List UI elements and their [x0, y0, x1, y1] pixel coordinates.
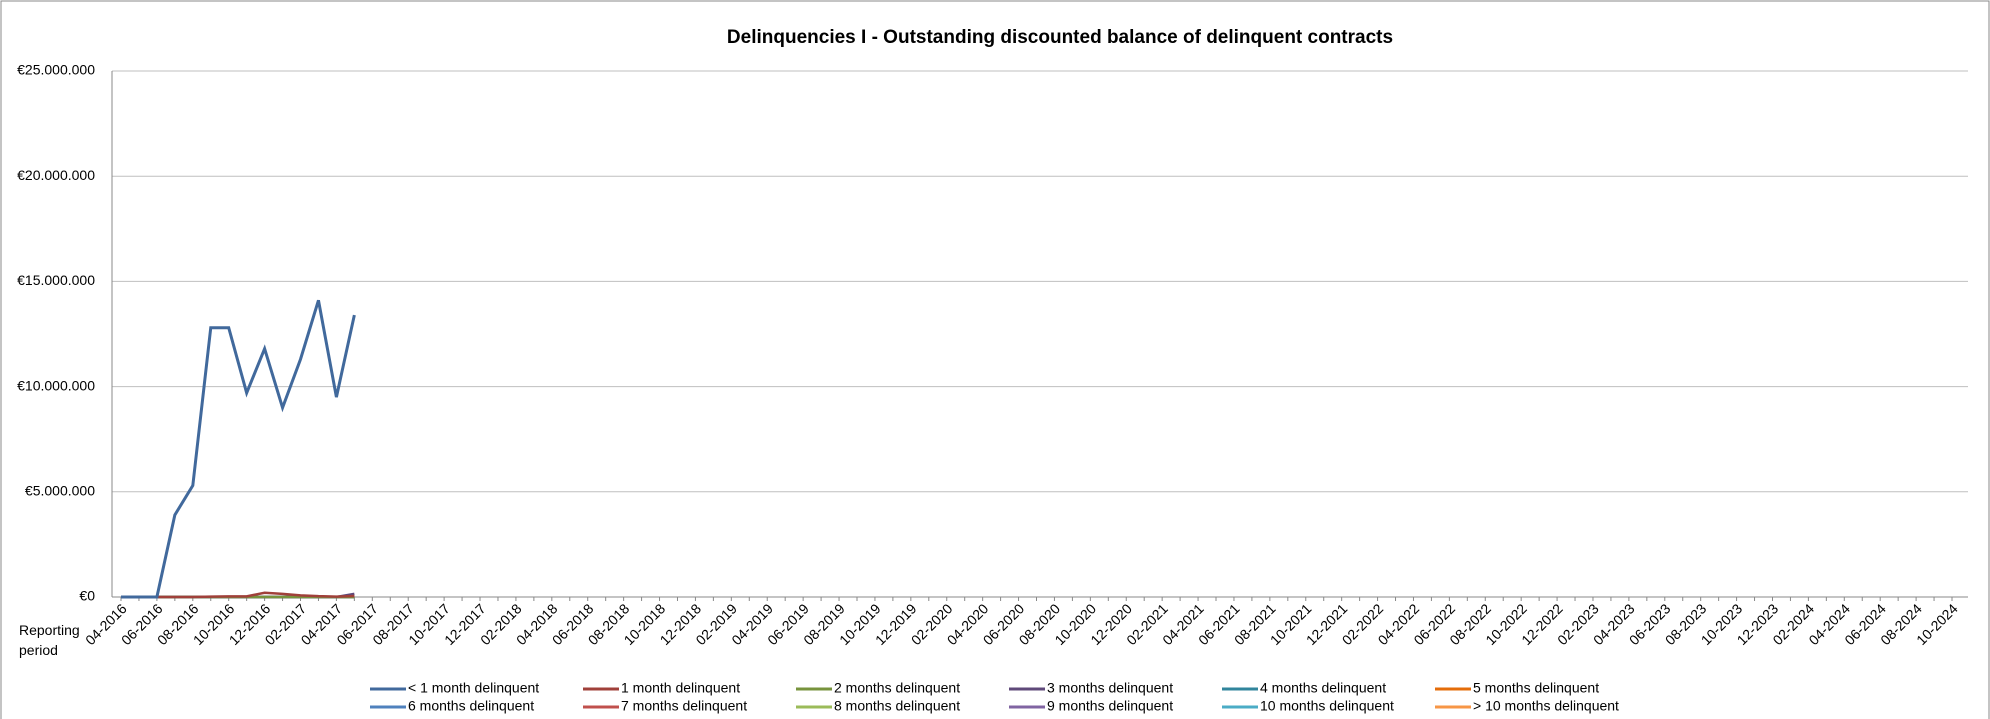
legend-label: 9 months delinquent [1047, 698, 1173, 714]
y-tick-label: €25.000.000 [17, 62, 95, 78]
series-line [121, 299, 356, 599]
legend-label: 2 months delinquent [834, 680, 960, 696]
legend-label: 3 months delinquent [1047, 680, 1173, 696]
legend-label: 6 months delinquent [408, 698, 534, 714]
legend-label: < 1 month delinquent [408, 680, 539, 696]
legend-label: 7 months delinquent [621, 698, 747, 714]
x-axis-label: Reporting period [19, 622, 80, 658]
chart-title: Delinquencies I - Outstanding discounted… [727, 27, 1393, 48]
y-tick-label: €10.000.000 [17, 377, 95, 393]
legend-label: 4 months delinquent [1260, 680, 1386, 696]
y-tick-label: €20.000.000 [17, 167, 95, 183]
y-tick-label: €15.000.000 [17, 272, 95, 288]
y-tick-label: €5.000.000 [25, 483, 95, 499]
legend-label: 1 month delinquent [621, 680, 740, 696]
legend-label: 10 months delinquent [1260, 698, 1394, 714]
legend-label: 8 months delinquent [834, 698, 960, 714]
series-line [121, 591, 355, 599]
y-tick-label: €0 [79, 588, 95, 604]
legend-label: 5 months delinquent [1473, 680, 1599, 696]
legend-label: > 10 months delinquent [1473, 698, 1619, 714]
